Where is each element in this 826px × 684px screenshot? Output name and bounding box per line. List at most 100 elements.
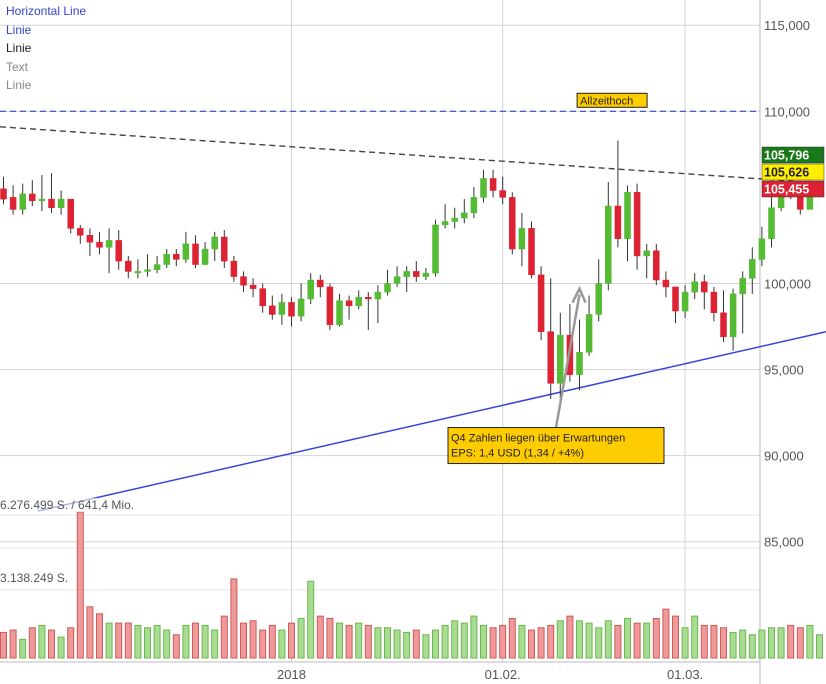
volume-bar xyxy=(38,624,46,659)
price-badge-label: 105,796 xyxy=(764,149,809,163)
volume-bar xyxy=(105,622,113,659)
volume-bar xyxy=(816,634,823,659)
candle xyxy=(317,274,324,298)
candle-body xyxy=(499,190,506,198)
volume-bar xyxy=(192,622,199,659)
volume-bar xyxy=(144,627,151,659)
candle xyxy=(115,230,122,270)
candle-body xyxy=(259,288,266,307)
legend-item-text[interactable]: Text xyxy=(6,59,29,74)
volume-bar xyxy=(432,629,439,659)
candle xyxy=(67,198,74,234)
legend-item-line-grey[interactable]: Linie xyxy=(6,78,32,92)
candle-body xyxy=(653,250,660,281)
volume-bar xyxy=(528,629,535,659)
candle xyxy=(182,231,190,263)
candle-body xyxy=(393,276,401,284)
volume-bar xyxy=(489,627,497,659)
volume-bar xyxy=(576,620,583,659)
volume-bar xyxy=(268,624,276,659)
candle xyxy=(461,199,468,224)
candle xyxy=(643,243,650,279)
candle-body xyxy=(509,197,516,250)
y-tick-label: 85,000 xyxy=(764,535,804,550)
candle-body xyxy=(662,279,670,288)
volume-bar xyxy=(739,629,747,659)
candle xyxy=(384,269,391,296)
x-tick-label: 01.03. xyxy=(667,667,703,682)
volume-bar xyxy=(364,624,372,659)
volume-bar xyxy=(211,629,219,659)
volume-bar xyxy=(0,631,7,659)
candle xyxy=(499,176,506,205)
volume-bar xyxy=(652,617,660,659)
candle xyxy=(230,255,238,282)
candle-body xyxy=(422,272,430,277)
volume-bar xyxy=(480,624,487,659)
candle-body xyxy=(528,228,535,276)
candle xyxy=(729,288,737,351)
y-tick-label: 90,000 xyxy=(764,449,804,464)
volume-bar xyxy=(624,617,631,659)
volume-bar xyxy=(710,624,718,659)
volume-bar xyxy=(57,636,65,659)
candle xyxy=(201,242,209,265)
candle-body xyxy=(739,278,746,295)
candle-body xyxy=(758,238,766,260)
volume-bar xyxy=(355,622,363,659)
volume-bar xyxy=(508,617,516,659)
volume-bar xyxy=(729,631,737,659)
candle xyxy=(307,273,314,305)
candle-body xyxy=(230,260,238,277)
candle xyxy=(681,285,689,318)
y-tick-label: 100,000 xyxy=(764,276,811,291)
candle-body xyxy=(537,274,545,332)
volume-bar xyxy=(374,627,382,659)
volume-bar xyxy=(220,615,228,659)
candle xyxy=(614,140,622,248)
y-tick-label: 110,000 xyxy=(764,104,810,119)
volume-bar xyxy=(518,624,526,659)
legend-item-line-black[interactable]: Linie xyxy=(6,41,32,55)
candle xyxy=(576,319,583,391)
candle-body xyxy=(384,283,391,293)
volume-bar xyxy=(460,622,468,659)
candle-body xyxy=(278,302,286,315)
candle xyxy=(768,197,775,248)
candle xyxy=(221,230,228,268)
volume-bar xyxy=(316,615,324,659)
candle-body xyxy=(125,260,132,272)
candle xyxy=(259,283,266,313)
candle-body xyxy=(710,291,718,313)
volume-bar xyxy=(76,511,84,659)
price-badge-last xyxy=(761,163,825,181)
candle-body xyxy=(192,243,199,265)
volume-bar xyxy=(259,629,267,659)
candle-body xyxy=(557,334,564,384)
candle xyxy=(211,231,218,262)
candle-body xyxy=(365,297,372,300)
candle xyxy=(29,180,36,206)
volume-bar xyxy=(240,622,247,659)
volume-bars xyxy=(0,511,823,659)
candle xyxy=(557,312,564,399)
volume-bar xyxy=(384,627,391,659)
price-badge-high xyxy=(761,146,825,164)
candle xyxy=(758,226,766,267)
candle xyxy=(585,295,593,356)
legend-item-line-blue[interactable]: Linie xyxy=(6,22,32,37)
legend-item-horizontal-line[interactable]: Horizontal Line xyxy=(6,4,87,18)
candle xyxy=(691,273,698,299)
candle xyxy=(413,261,420,282)
candle-body xyxy=(614,205,622,239)
candle xyxy=(509,192,516,255)
candle xyxy=(153,255,161,274)
candle-body xyxy=(518,228,526,250)
annotation-box-earnings xyxy=(447,427,665,465)
candle-body xyxy=(489,178,497,191)
candle xyxy=(393,266,401,287)
candle xyxy=(96,231,103,255)
candle xyxy=(355,290,362,310)
price-badge-label: 105,455 xyxy=(764,183,809,197)
volume-bar xyxy=(278,629,286,659)
